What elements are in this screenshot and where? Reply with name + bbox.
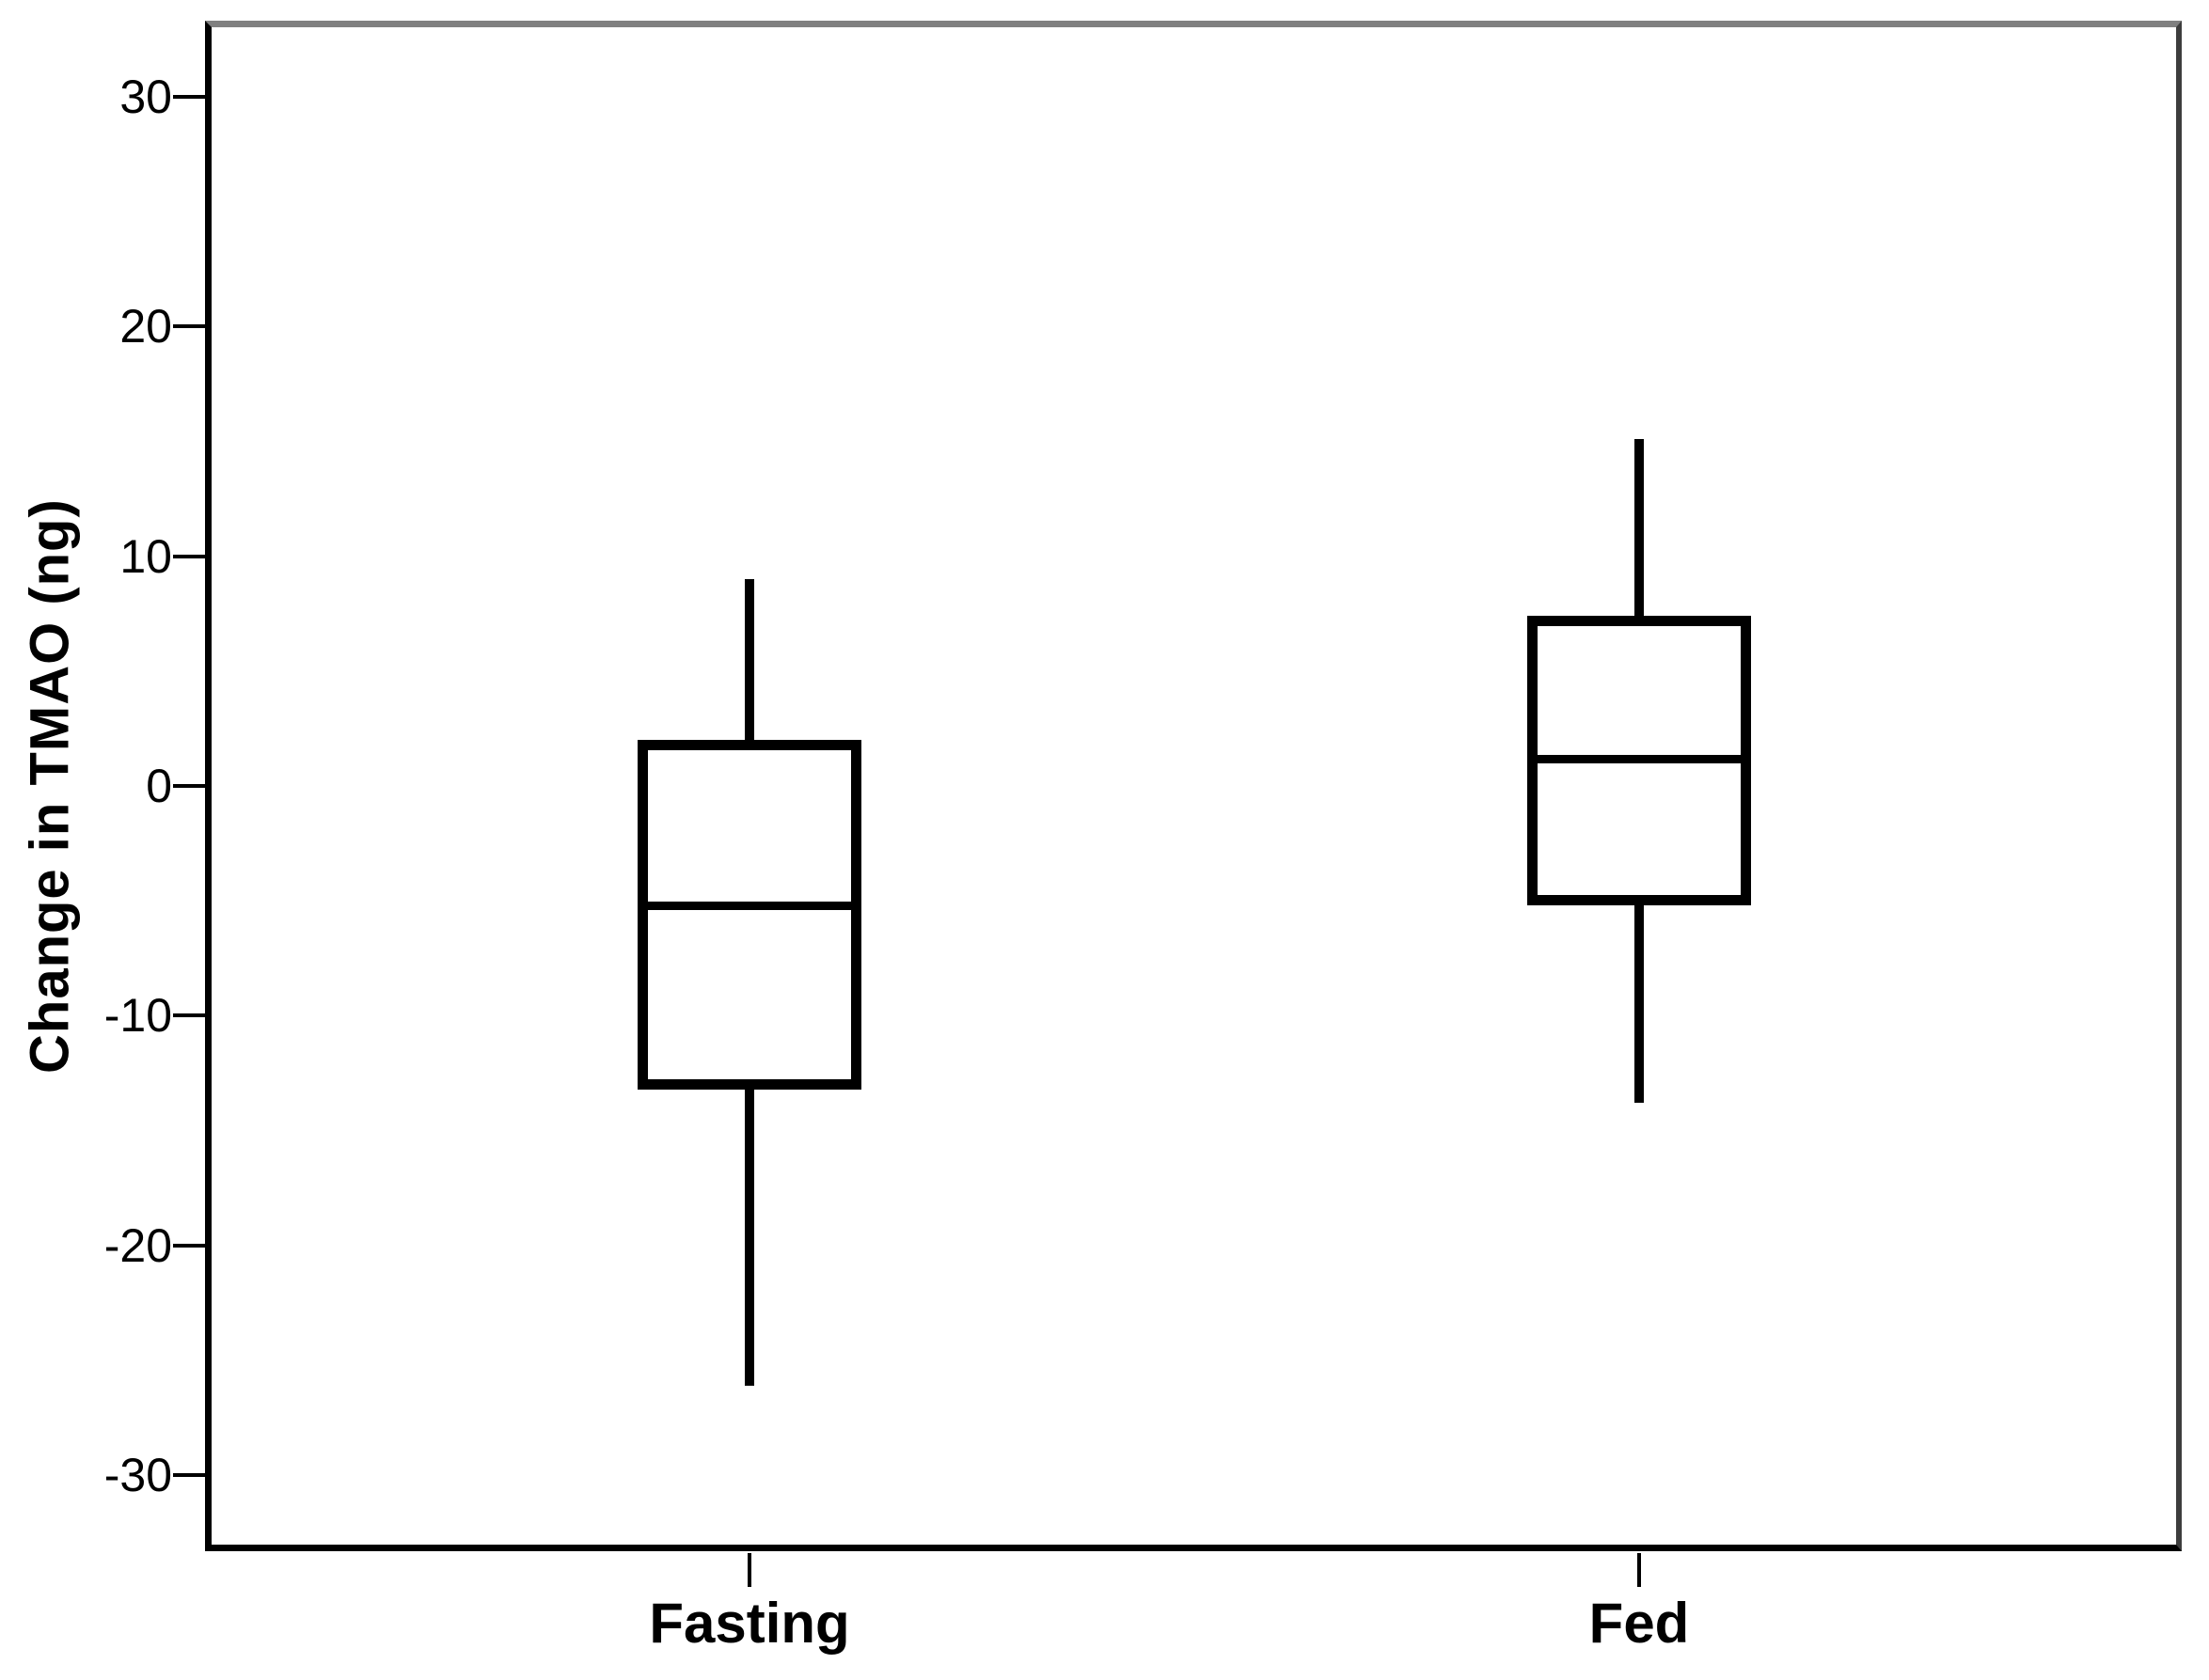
y-tick-mark: [173, 784, 205, 788]
y-tick-label: 30: [119, 70, 172, 123]
y-tick-mark: [173, 94, 205, 99]
upper-whisker-fed: [1634, 438, 1644, 617]
x-category-label-fasting: Fasting: [649, 1592, 850, 1655]
y-tick-label: 10: [119, 529, 172, 583]
y-tick-label: -20: [103, 1218, 172, 1272]
upper-whisker-fasting: [745, 579, 754, 741]
lower-whisker-fasting: [745, 1089, 754, 1386]
lower-whisker-fed: [1634, 905, 1644, 1104]
y-tick-mark: [173, 1243, 205, 1248]
plot-area: [205, 21, 2182, 1551]
y-tick-mark: [173, 1473, 205, 1478]
y-tick-mark: [173, 554, 205, 558]
x-tick-mark: [1637, 1553, 1641, 1587]
median-line-fed: [1538, 754, 1741, 763]
y-tick-label: -30: [103, 1449, 172, 1502]
median-line-fasting: [648, 902, 851, 911]
y-tick-label: 20: [119, 300, 172, 353]
x-category-label-fed: Fed: [1588, 1592, 1690, 1655]
x-tick-mark: [748, 1553, 751, 1587]
y-tick-label: 0: [146, 760, 172, 812]
y-tick-mark: [173, 324, 205, 329]
iqr-box-fasting: [638, 740, 861, 1090]
y-tick-mark: [173, 1013, 205, 1018]
y-tick-label: -10: [103, 989, 172, 1043]
